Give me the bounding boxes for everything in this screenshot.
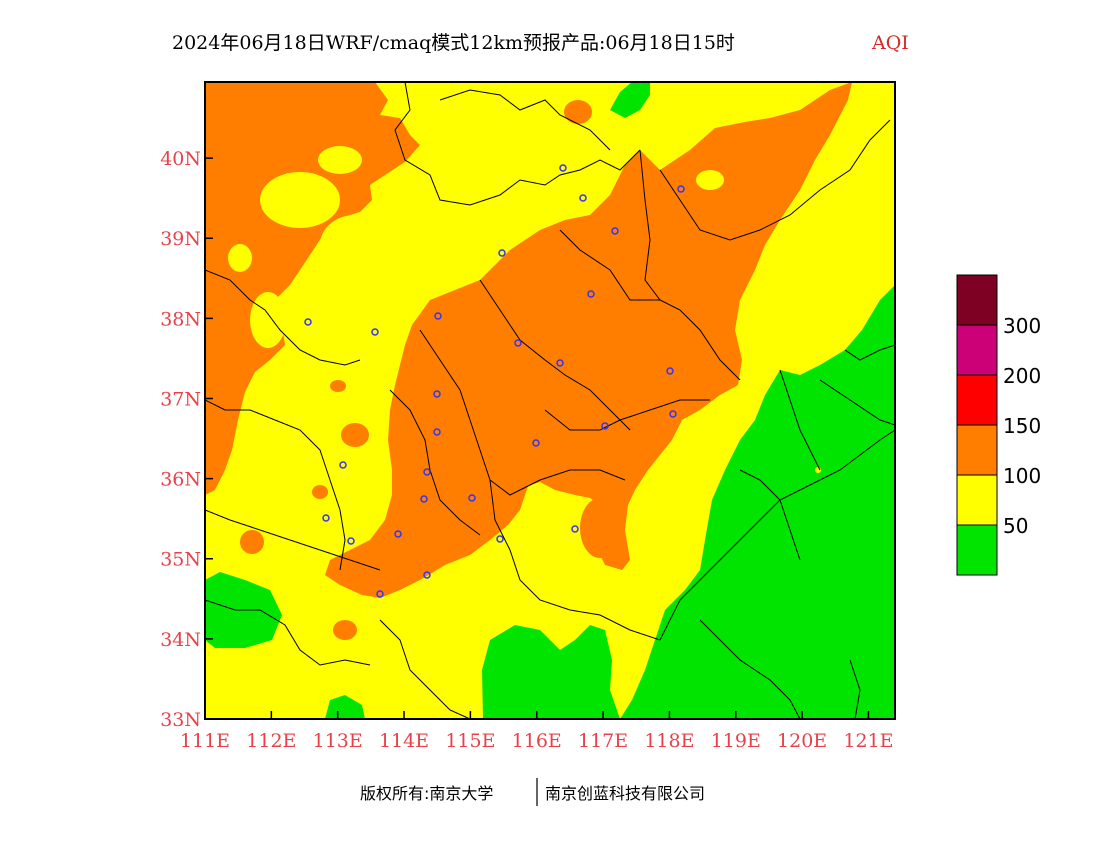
city-marker	[339, 461, 347, 469]
city-marker	[556, 359, 564, 367]
legend-label: 100	[1003, 464, 1041, 488]
aqi-region-moderate-hole	[250, 292, 286, 348]
legend-label: 200	[1003, 364, 1041, 388]
lat-tick-label: 34N	[160, 629, 201, 651]
legend-swatch-moderate	[956, 474, 998, 526]
city-marker	[677, 185, 685, 193]
province-boundaries	[205, 82, 895, 719]
legend-label: 150	[1003, 414, 1041, 438]
aqi-region-usg-main	[205, 82, 420, 495]
legend-swatch-good	[956, 524, 998, 576]
lat-tick-label: 33N	[160, 709, 201, 731]
map-frame	[204, 81, 896, 720]
lat-tick-label: 36N	[160, 469, 201, 491]
city-marker	[434, 312, 442, 320]
lon-tick-label: 111E	[180, 730, 230, 752]
lon-tick-label: 119E	[711, 730, 761, 752]
variable-label: AQI	[871, 32, 909, 54]
aqi-region-moderate-hole	[318, 146, 362, 174]
lat-tick-label: 38N	[160, 308, 201, 330]
aqi-region-moderate-hole	[320, 215, 390, 275]
city-marker	[532, 439, 540, 447]
aqi-region-good-east	[620, 285, 895, 719]
lat-tick-label: 39N	[160, 228, 201, 250]
city-marker	[433, 390, 441, 398]
city-marker	[420, 495, 428, 503]
lon-tick-label: 114E	[379, 730, 429, 752]
city-markers	[304, 164, 685, 598]
legend-label: 300	[1003, 314, 1041, 338]
aqi-region-usg-blob	[330, 380, 346, 392]
city-marker	[514, 339, 522, 347]
city-marker	[669, 410, 677, 418]
map-title: 2024年06月18日WRF/cmaq模式12km预报产品:06月18日15时	[172, 32, 735, 54]
aqi-region-good-bottom	[325, 695, 365, 719]
axis-ticks: 111E 112E 113E 114E 115E 116E 117E 118E 119E 120E…	[160, 148, 893, 752]
lon-tick-label: 118E	[644, 730, 694, 752]
aqi-region-usg-central	[325, 82, 852, 598]
aqi-region-usg-blob	[341, 423, 369, 447]
city-marker	[496, 535, 504, 543]
lon-tick-label: 117E	[578, 730, 628, 752]
city-marker	[571, 525, 579, 533]
city-marker	[423, 468, 431, 476]
aqi-region-moderate-hole	[260, 172, 340, 228]
lat-tick-label: 37N	[160, 388, 201, 410]
aqi-region-usg-blob	[240, 530, 264, 554]
aqi-region-good-south	[482, 625, 620, 719]
city-marker	[587, 290, 595, 298]
aqi-legend: 50 100 150 200 300	[956, 274, 1041, 576]
legend-swatch-very-unhealthy	[956, 324, 998, 376]
legend-swatch-unhealthy	[956, 374, 998, 426]
legend-swatch-hazardous	[956, 274, 998, 326]
footer-company: 南京创蓝科技有限公司	[545, 784, 705, 803]
footer-copyright: 版权所有:南京大学	[360, 784, 493, 803]
city-marker	[579, 194, 587, 202]
city-marker	[666, 367, 674, 375]
city-marker	[433, 428, 441, 436]
city-marker	[394, 530, 402, 538]
city-marker	[601, 422, 609, 430]
city-marker	[498, 249, 506, 257]
aqi-region-good-top	[610, 82, 650, 118]
city-marker	[423, 571, 431, 579]
city-marker	[304, 318, 312, 326]
city-marker	[376, 590, 384, 598]
aqi-region-usg-blob	[564, 100, 592, 124]
aqi-region-usg-blob	[333, 620, 357, 640]
city-marker	[611, 227, 619, 235]
lon-tick-label: 112E	[246, 730, 296, 752]
aqi-spot	[815, 467, 821, 473]
lon-tick-label: 115E	[445, 730, 495, 752]
map-plot-area	[205, 82, 895, 719]
aqi-region-moderate-hole	[228, 244, 252, 272]
aqi-region-moderate-hole	[696, 170, 724, 190]
aqi-region-usg-blob	[312, 485, 328, 499]
city-marker	[322, 514, 330, 522]
lon-tick-label: 120E	[777, 730, 827, 752]
lon-tick-label: 121E	[843, 730, 893, 752]
city-marker	[559, 164, 567, 172]
legend-label: 50	[1003, 514, 1028, 538]
lat-tick-label: 35N	[160, 549, 201, 571]
city-marker	[468, 494, 476, 502]
city-marker	[371, 328, 379, 336]
lon-tick-label: 116E	[512, 730, 562, 752]
city-marker	[347, 537, 355, 545]
legend-swatch-usg	[956, 424, 998, 476]
aqi-region-usg-blob	[580, 498, 620, 558]
lat-tick-label: 40N	[160, 148, 201, 170]
lon-tick-label: 113E	[313, 730, 363, 752]
